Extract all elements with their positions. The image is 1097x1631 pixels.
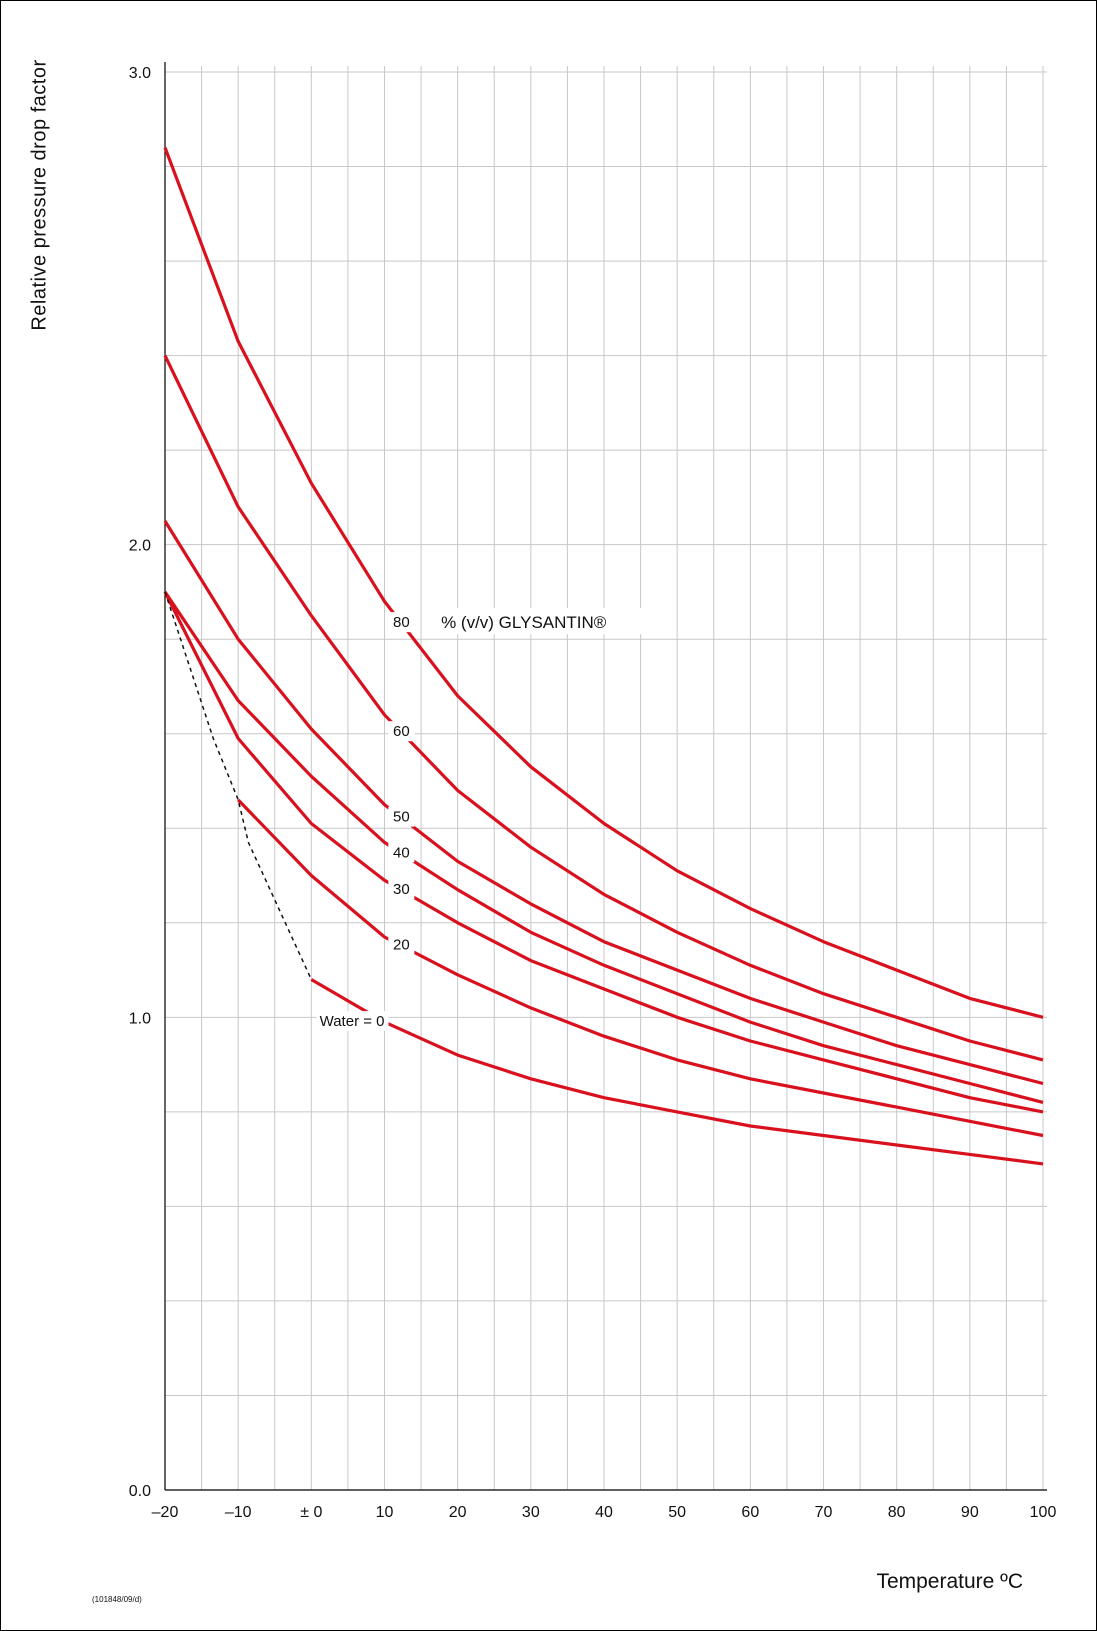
curve-label-bg — [388, 879, 415, 900]
curve-label-bg — [388, 721, 415, 742]
x-tick-label: ± 0 — [300, 1504, 322, 1521]
curve-40 — [163, 591, 1044, 1104]
curve-20 — [237, 798, 1044, 1138]
x-tick-label: 40 — [595, 1504, 613, 1521]
x-tick-label: –10 — [225, 1504, 252, 1521]
x-tick-label: 50 — [668, 1504, 686, 1521]
curve-label-bg — [388, 934, 415, 955]
curve-label-bg — [316, 1011, 389, 1032]
curve-label-bg — [388, 842, 415, 863]
curve-label: 40 — [393, 844, 410, 861]
curve-80 — [163, 147, 1044, 1019]
document-code: (101848/09/d) — [92, 1595, 142, 1604]
curve-labels: 80 60 50 40 30 20 Water = 0 % (v/v) GLYSANTIN® — [316, 608, 650, 1032]
curve-label: 80 — [393, 614, 410, 631]
grid — [164, 66, 1047, 1491]
legend-text: % (v/v) GLYSANTIN® — [441, 613, 607, 632]
curve-label: 30 — [393, 881, 410, 898]
y-tick-label: 3.0 — [129, 65, 151, 82]
curves — [163, 147, 1044, 1166]
curve-label: 20 — [393, 937, 410, 954]
x-tick-label: 30 — [522, 1504, 540, 1521]
y-tick-label: 2.0 — [129, 538, 151, 555]
x-tick-label: 100 — [1030, 1504, 1057, 1521]
curve-60 — [163, 354, 1044, 1062]
y-tick-label: 1.0 — [129, 1010, 151, 1027]
legend-bg — [431, 608, 650, 635]
curve-label-bg — [388, 806, 415, 827]
axes: 0.0 1.0 2.0 3.0 –20 –10 ± 0 10 20 30 40 50 60 70 80 90 1… — [129, 62, 1057, 1521]
x-tick-label: 60 — [741, 1504, 759, 1521]
x-tick-label: 90 — [961, 1504, 979, 1521]
curve-label: 50 — [393, 809, 410, 826]
freeze-limit-line — [164, 591, 312, 980]
y-tick-label: 0.0 — [129, 1483, 151, 1500]
curve-50 — [163, 520, 1044, 1086]
curve-label-bg — [388, 612, 415, 633]
x-tick-label: 80 — [888, 1504, 906, 1521]
curve-label: 60 — [393, 723, 410, 740]
curve-label: Water = 0 — [320, 1013, 385, 1030]
curve-30 — [163, 591, 1044, 1114]
x-tick-label: 70 — [815, 1504, 833, 1521]
x-tick-label: 20 — [449, 1504, 467, 1521]
x-axis-label: Temperature ºC — [876, 1570, 1023, 1593]
curve-water-0 — [310, 978, 1044, 1166]
x-tick-label: 10 — [376, 1504, 394, 1521]
x-tick-label: –20 — [152, 1504, 179, 1521]
